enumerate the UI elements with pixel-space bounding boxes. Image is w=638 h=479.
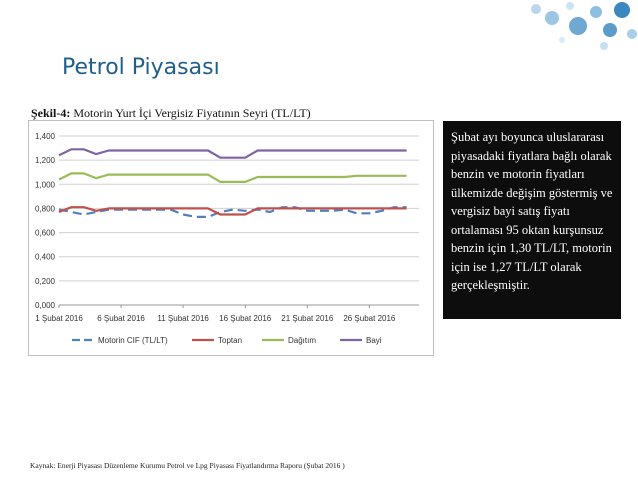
y-tick-label: 0,800: [35, 204, 56, 213]
chart-caption-text: Motorin Yurt İçi Vergisiz Fiyatının Seyr…: [70, 106, 311, 120]
legend-label: Dağıtım: [288, 336, 316, 345]
legend-label: Bayi: [366, 336, 382, 345]
legend-label: Toptan: [218, 336, 242, 345]
y-tick-label: 0,400: [35, 253, 56, 262]
y-tick-label: 0,200: [35, 277, 56, 286]
decorative-bubbles: [531, 2, 637, 50]
series-line: [58, 172, 407, 184]
chart-caption: Şekil-4: Motorin Yurt İçi Vergisiz Fiyat…: [31, 106, 311, 121]
line-chart: 0,000 0,200 0,400 0,600 0,800 1,000 1,200 1,400…: [35, 132, 419, 345]
y-tick-label: 1,000: [35, 180, 56, 189]
source-citation: Kaynak: Enerji Piyasası Düzenleme Kurumu…: [30, 461, 345, 470]
x-tick-label: 1 Şubat 2016: [35, 314, 83, 323]
series-line: [58, 206, 407, 219]
summary-note: Şubat ayı boyunca uluslararası piyasadak…: [443, 121, 621, 319]
x-tick-label: 16 Şubat 2016: [219, 314, 272, 323]
series-line: [58, 148, 407, 159]
y-tick-label: 0,000: [35, 301, 56, 310]
chart-caption-label: Şekil-4:: [31, 106, 71, 120]
x-tick-label: 26 Şubat 2016: [343, 314, 396, 323]
x-tick-label: 21 Şubat 2016: [281, 314, 334, 323]
legend-label: Motorin CIF (TL/LT): [98, 336, 168, 345]
y-tick-label: 1,200: [35, 156, 56, 165]
series-line: [58, 206, 407, 216]
y-tick-label: 0,600: [35, 229, 56, 238]
page-title: Petrol Piyasası: [62, 55, 220, 80]
chart-area: 0,000 0,200 0,400 0,600 0,800 1,000 1,200 1,400…: [28, 120, 434, 356]
y-tick-label: 1,400: [35, 132, 56, 141]
x-tick-label: 6 Şubat 2016: [97, 314, 145, 323]
x-tick-label: 11 Şubat 2016: [157, 314, 209, 323]
